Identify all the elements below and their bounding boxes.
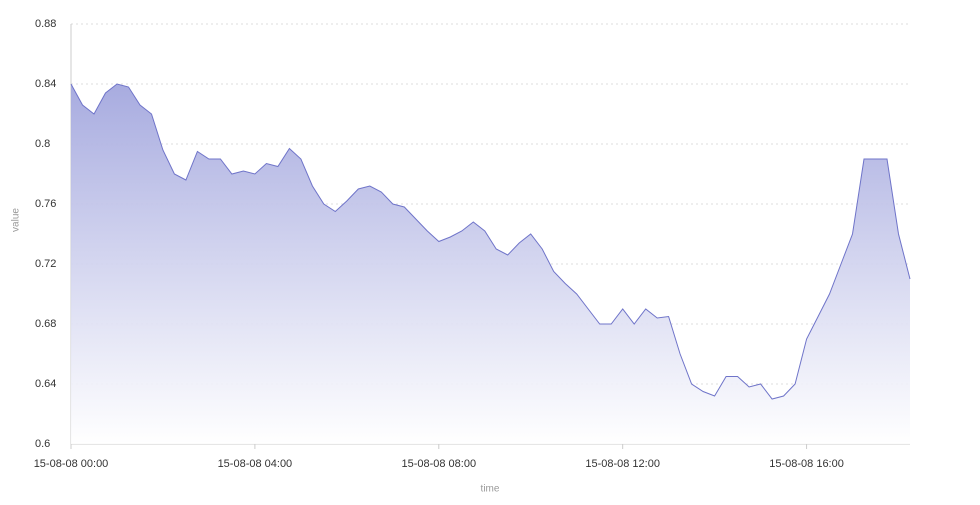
y-tick-label: 0.72 [35,258,56,270]
y-tick-label: 0.76 [35,198,56,210]
y-axis-title: value [11,208,22,232]
y-tick-label: 0.68 [35,318,56,330]
area-fill [71,84,910,444]
y-tick-label: 0.84 [35,78,56,90]
y-tick-label: 0.6 [35,438,50,450]
x-axis-title: time [481,484,500,495]
y-tick-label: 0.64 [35,378,56,390]
x-tick-label: 15-08-08 08:00 [401,458,476,470]
area-line [70,83,911,400]
y-tick-label: 0.88 [35,18,56,30]
x-tick-label: 15-08-08 04:00 [218,458,293,470]
x-tick-label: 15-08-08 00:00 [34,458,109,470]
x-tick-label: 15-08-08 16:00 [769,458,844,470]
x-tick-label: 15-08-08 12:00 [585,458,660,470]
y-tick-label: 0.8 [35,138,50,150]
